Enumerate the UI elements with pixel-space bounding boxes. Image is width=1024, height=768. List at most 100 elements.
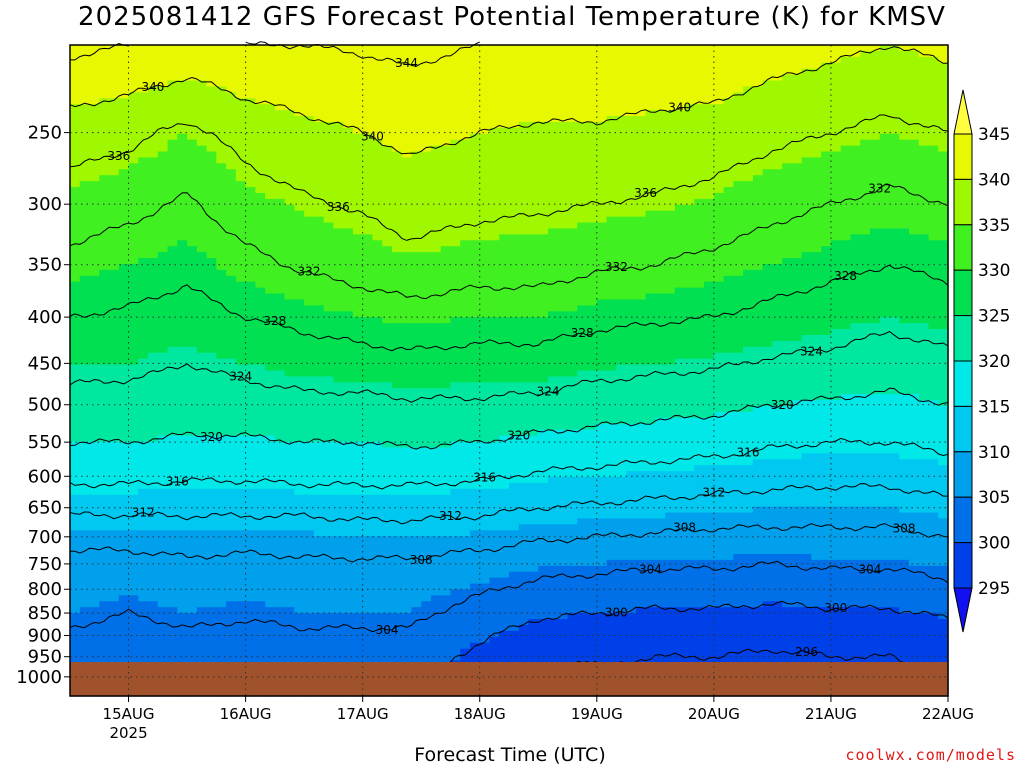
field-cell <box>889 50 900 58</box>
field-cell <box>79 68 91 76</box>
field-cell <box>840 68 852 76</box>
field-cell <box>850 352 861 360</box>
field-cell <box>567 210 578 218</box>
field-cell <box>284 116 295 123</box>
field-cell <box>118 299 130 306</box>
field-cell <box>869 151 881 159</box>
field-cell <box>99 287 110 295</box>
field-cell <box>879 358 891 366</box>
field-cell <box>294 92 305 99</box>
field-cell <box>430 216 442 224</box>
field-cell <box>274 145 286 153</box>
field-cell <box>752 163 764 170</box>
field-cell <box>840 305 852 312</box>
field-cell <box>509 116 520 123</box>
field-cell <box>616 364 627 372</box>
field-cell <box>469 181 481 188</box>
field-cell <box>79 151 91 159</box>
field-cell <box>274 175 286 182</box>
field-cell <box>811 204 822 212</box>
field-cell <box>440 45 452 52</box>
credit-link[interactable]: coolwx.com/models <box>845 746 1016 764</box>
field-cell <box>645 198 656 206</box>
field-cell <box>265 323 276 330</box>
field-cell <box>430 269 442 277</box>
field-cell <box>138 50 149 58</box>
field-cell <box>138 187 149 194</box>
field-cell <box>352 370 364 378</box>
field-cell <box>177 258 188 265</box>
field-cell <box>109 269 120 277</box>
field-cell <box>255 110 266 117</box>
field-cell <box>352 56 364 64</box>
field-cell <box>274 228 286 235</box>
field-cell <box>840 163 852 170</box>
field-cell <box>567 175 578 182</box>
field-cell <box>548 305 559 312</box>
field-cell <box>587 222 598 230</box>
field-cell <box>70 293 81 301</box>
field-cell <box>830 110 842 117</box>
field-cell <box>674 299 686 306</box>
field-cell <box>626 169 637 176</box>
field-cell <box>167 329 178 336</box>
field-cell <box>284 293 295 301</box>
field-cell <box>509 323 520 330</box>
field-cell <box>743 352 754 360</box>
field-cell <box>860 80 871 88</box>
field-cell <box>372 370 383 378</box>
field-cell <box>509 151 520 159</box>
field-cell <box>743 86 754 93</box>
field-cell <box>216 216 227 224</box>
field-cell <box>518 45 530 52</box>
field-cell <box>421 210 432 218</box>
field-cell <box>509 275 520 283</box>
field-cell <box>411 340 422 348</box>
field-cell <box>343 299 354 306</box>
field-cell <box>440 305 452 312</box>
field-cell <box>245 222 256 230</box>
field-cell <box>118 45 130 52</box>
field-cell <box>430 121 442 129</box>
field-cell <box>713 181 725 188</box>
field-cell <box>723 210 734 218</box>
field-cell <box>245 370 256 378</box>
field-cell <box>255 216 266 224</box>
field-cell <box>362 222 374 230</box>
field-cell <box>538 104 549 111</box>
field-cell <box>821 175 832 182</box>
field-cell <box>216 151 227 159</box>
field-cell <box>235 192 247 200</box>
field-cell <box>255 352 266 360</box>
field-cell <box>352 281 364 289</box>
field-cell <box>235 157 247 164</box>
field-cell <box>430 139 442 147</box>
field-cell <box>79 145 91 153</box>
field-cell <box>89 323 100 330</box>
field-cell <box>616 358 627 366</box>
field-cell <box>489 370 500 378</box>
field-cell <box>148 216 159 224</box>
field-cell <box>548 293 559 301</box>
field-cell <box>489 92 500 99</box>
field-cell <box>489 127 500 135</box>
field-cell <box>206 293 217 301</box>
field-cell <box>421 139 432 147</box>
field-cell <box>850 263 861 271</box>
field-cell <box>528 198 539 206</box>
field-cell <box>567 68 578 76</box>
field-cell <box>109 340 120 348</box>
field-cell <box>694 192 705 200</box>
field-cell <box>821 151 832 159</box>
field-cell <box>460 80 471 88</box>
field-cell <box>245 139 256 147</box>
field-cell <box>469 50 481 58</box>
field-cell <box>391 139 403 147</box>
field-cell <box>674 74 686 82</box>
field-cell <box>918 323 930 330</box>
field-cell <box>391 210 403 218</box>
field-cell <box>294 145 305 153</box>
field-cell <box>518 145 530 153</box>
field-cell <box>713 281 725 289</box>
field-cell <box>167 311 178 318</box>
